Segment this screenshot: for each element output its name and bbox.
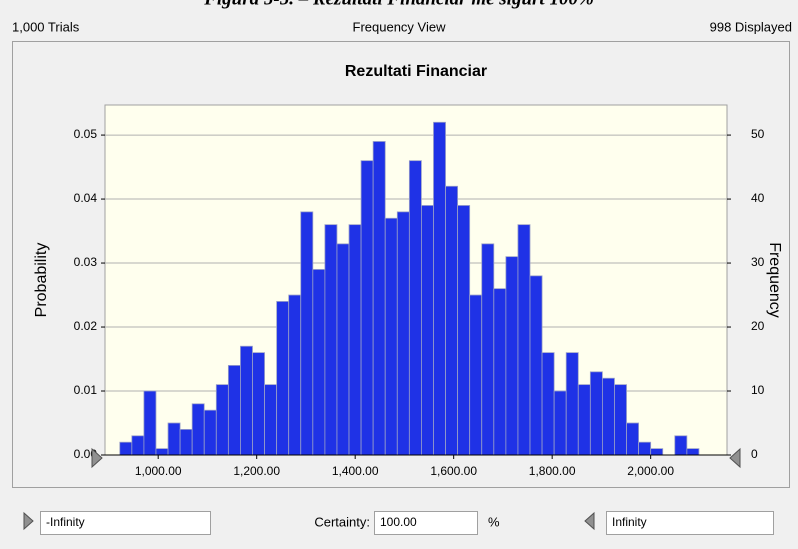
bar: [396, 211, 410, 456]
certainty-label: Certainty:: [314, 514, 370, 529]
bar: [421, 205, 434, 456]
y-axis-label: Probability: [33, 243, 50, 318]
x-tick-label: 1,400.00: [332, 464, 379, 478]
y2-tick-label: 0: [751, 447, 758, 461]
y2-tick-label: 50: [751, 127, 765, 141]
bar: [469, 294, 483, 456]
bar: [300, 211, 314, 456]
bar: [348, 224, 362, 456]
bar: [541, 352, 555, 456]
bar: [203, 409, 217, 456]
x-tick-label: 2,000.00: [627, 464, 674, 478]
y2-tick-label: 10: [751, 383, 765, 397]
right-arrow[interactable]: [584, 511, 595, 531]
bar: [131, 435, 145, 456]
bar: [433, 121, 446, 456]
y-tick-label: 0.05: [74, 127, 98, 141]
x-tick-label: 1,000.00: [135, 464, 182, 478]
bar: [179, 429, 193, 456]
right-grabber[interactable]: [729, 447, 741, 469]
left-field-text: -Infinity: [46, 515, 85, 529]
bar: [674, 435, 688, 456]
y-tick-label: 0.04: [74, 191, 98, 205]
y-tick-label: 0.01: [74, 383, 98, 397]
bar: [288, 294, 302, 456]
bar: [336, 243, 350, 456]
y2-tick-label: 40: [751, 191, 765, 205]
bar: [384, 217, 398, 456]
bar: [312, 269, 326, 456]
x-tick-label: 1,200.00: [233, 464, 280, 478]
bar: [143, 390, 157, 456]
certainty-value: 100.00: [380, 515, 417, 529]
right-field[interactable]: [606, 511, 774, 535]
y2-tick-label: 20: [751, 319, 765, 333]
bar: [577, 384, 591, 456]
left-field[interactable]: [40, 511, 211, 535]
bar: [505, 256, 519, 456]
bar: [155, 448, 169, 456]
bar: [276, 301, 290, 456]
y-tick-label: 0.03: [74, 255, 98, 269]
chart-title: Rezultati Financiar: [345, 63, 487, 80]
bar: [457, 205, 471, 456]
bar: [614, 384, 627, 456]
bar: [191, 403, 205, 456]
bar: [517, 224, 531, 456]
bar: [553, 390, 567, 456]
x-tick-label: 1,600.00: [430, 464, 477, 478]
bar: [650, 448, 664, 456]
bar: [686, 448, 700, 456]
bar: [227, 365, 241, 456]
y2-tick-label: 30: [751, 255, 765, 269]
bar: [445, 185, 459, 456]
displayed: 998 Displayed: [710, 19, 792, 34]
trials: 1,000 Trials: [12, 19, 80, 34]
bar: [602, 377, 615, 456]
bar: [119, 441, 133, 456]
bar: [408, 160, 422, 456]
bar: [589, 371, 603, 456]
y-tick-label: 0.02: [74, 319, 98, 333]
bar: [252, 352, 265, 456]
certainty-field[interactable]: [374, 511, 478, 535]
bar: [240, 345, 253, 456]
bar: [360, 160, 374, 456]
y-tick-label: 0.00: [74, 447, 98, 461]
bar: [324, 224, 338, 456]
unit: %: [488, 514, 500, 529]
y2-axis-label: Frequency: [766, 242, 783, 318]
left-grabber[interactable]: [91, 447, 103, 469]
bar: [626, 422, 640, 456]
bar: [529, 275, 543, 456]
caption: Figura 5-5. – Rezultati Financiar me sig…: [203, 0, 594, 9]
bar: [372, 141, 386, 456]
x-tick-label: 1,800.00: [529, 464, 576, 478]
bar: [565, 352, 579, 456]
bar: [638, 441, 652, 456]
bar: [481, 243, 495, 456]
view-name: Frequency View: [353, 19, 447, 34]
bar: [264, 384, 278, 456]
right-field-text: Infinity: [612, 515, 647, 529]
chart: 0.00 0.01 0.02 0.03 0.04 0.05 0 10 20 30 40 50 1,000…: [74, 104, 765, 478]
bar: [493, 288, 507, 456]
left-arrow[interactable]: [23, 511, 34, 531]
bar: [215, 384, 229, 456]
bar: [167, 422, 181, 456]
